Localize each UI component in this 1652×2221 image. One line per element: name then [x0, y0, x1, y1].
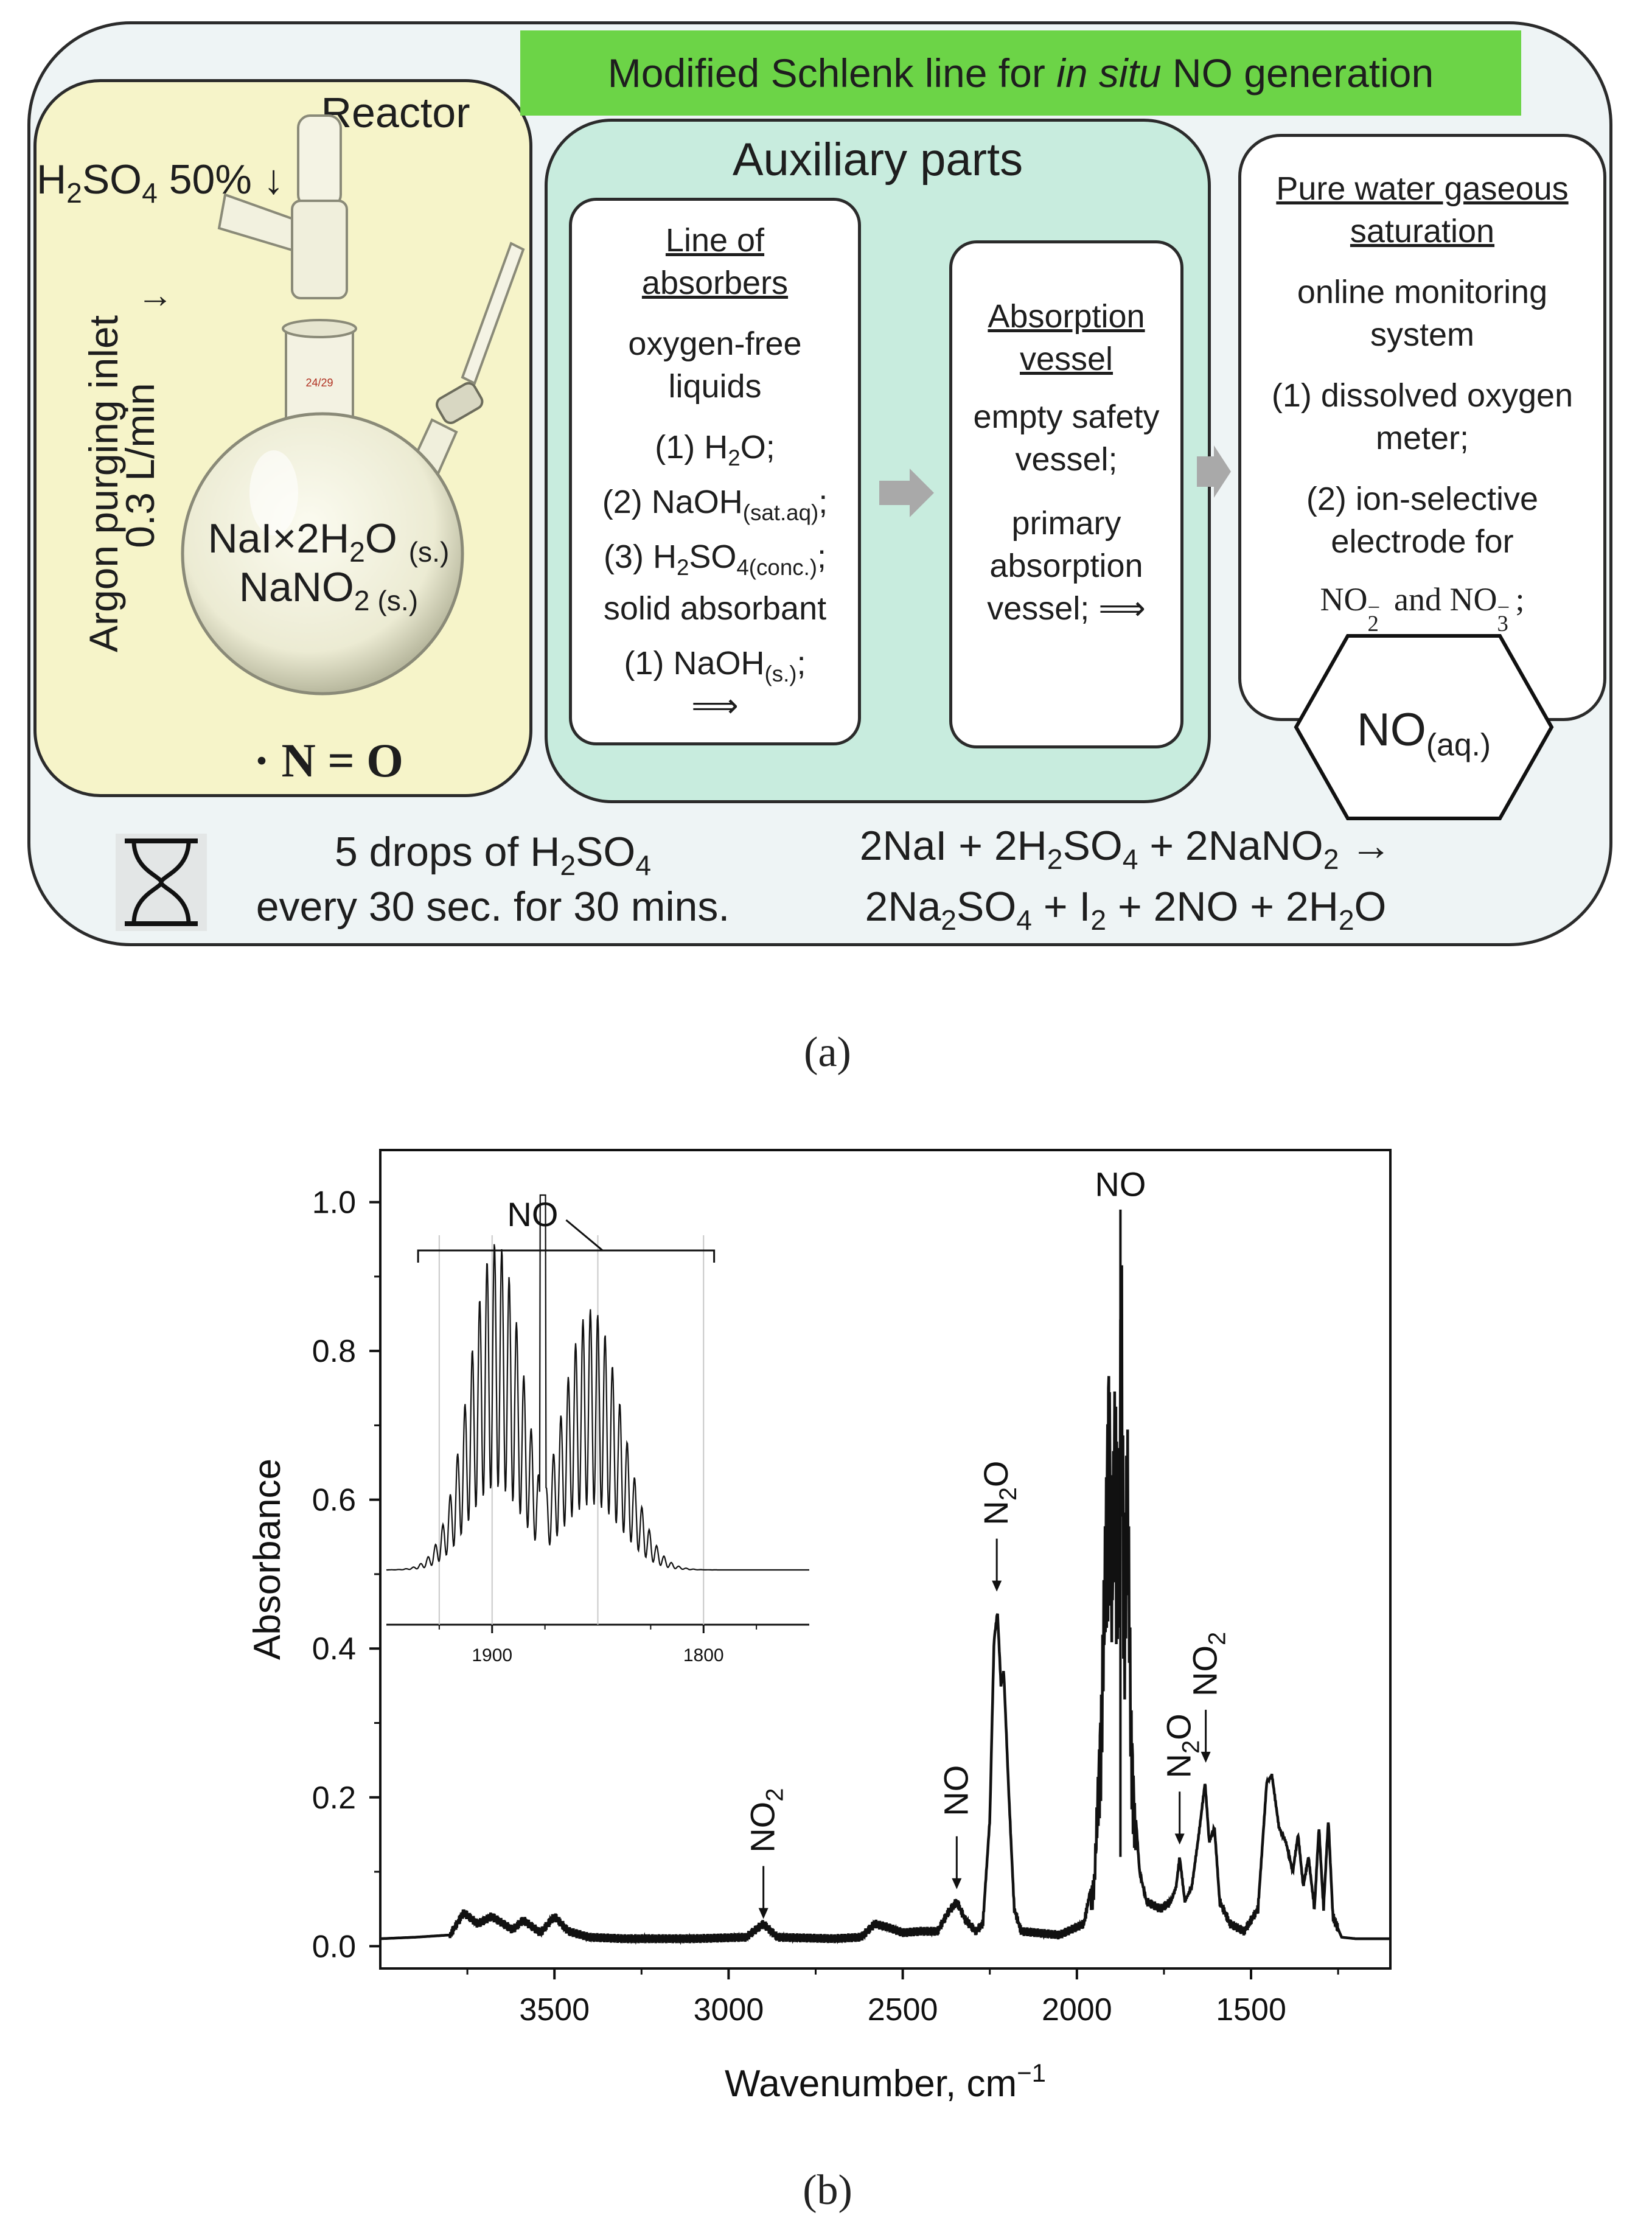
annotation-label-4-part: 2: [1178, 1740, 1205, 1754]
no-radical-label: · N = O: [254, 734, 403, 787]
annotation-arrow-1-head: [992, 1580, 1002, 1592]
annotation-no-peak: NO: [1095, 1165, 1146, 1204]
y-tick-label: 0.4: [312, 1631, 356, 1667]
auxiliary-title: Auxiliary parts: [732, 134, 1023, 186]
acid-label: H2SO4 50% ↓: [37, 156, 284, 209]
inset-bracket-label: NO: [507, 1195, 558, 1233]
absorber-naoh-solid: (1) NaOH(s.);: [624, 645, 806, 686]
vessel-line-1: empty safety: [973, 399, 1160, 435]
pure-heading-2: saturation: [1350, 213, 1495, 249]
flow-arrow-icon: [1197, 445, 1231, 498]
x-axis-label: Wavenumber, cm−1: [725, 2059, 1046, 2105]
vessel-heading-1: Absorption: [988, 298, 1145, 335]
absorbers-heading-1: Line of: [665, 222, 765, 259]
vessel-line-2: vessel;: [1015, 441, 1118, 478]
absorbers-next-arrow: ⟹: [691, 688, 739, 724]
inset-x-tick-label: 1900: [472, 1645, 512, 1665]
annotation-label-1-part: N: [977, 1501, 1015, 1525]
annotation-label-5-part: 2: [1204, 1632, 1231, 1645]
y-tick-label: 0.8: [312, 1334, 356, 1369]
y-tick-label: 0.6: [312, 1483, 356, 1518]
caption-a: (a): [804, 1029, 851, 1076]
absorbers-line-2: liquids: [668, 368, 762, 405]
annotation-label-2: NO: [936, 1765, 975, 1816]
pure-line-5: (2) ion-selective: [1306, 481, 1539, 517]
annotation-label-1: N2O: [977, 1461, 1022, 1525]
interval-label: every 30 sec. for 30 mins.: [256, 884, 730, 930]
inset-x-tick-label: 1800: [683, 1645, 724, 1665]
pure-line-6: electrode for: [1331, 523, 1514, 560]
title-banner: [520, 30, 1521, 116]
inset-bracket: [417, 1249, 716, 1263]
pure-line-4: meter;: [1375, 420, 1469, 456]
x-axis-label-exponent: −1: [1017, 2059, 1046, 2087]
vessel-heading-2: vessel: [1019, 341, 1114, 377]
flask-content-nai: NaI×2H2O (s.): [207, 515, 450, 568]
y-tick-label: 0.0: [312, 1929, 356, 1964]
annotation-arrow-2-head: [952, 1878, 962, 1889]
plot-frame: [379, 1149, 1392, 1970]
joint-size-label: 24/29: [305, 377, 333, 389]
pure-heading-1: Pure water gaseous: [1276, 170, 1569, 207]
absorbers-line-1: oxygen-free: [628, 326, 802, 362]
annotation-label-4: N2O: [1160, 1714, 1205, 1778]
annotation-label-4-part: O: [1160, 1714, 1198, 1740]
annotation-arrow-5-head: [1201, 1751, 1211, 1763]
vessel-line-3: primary: [1011, 505, 1121, 542]
pure-water-panel: [1238, 134, 1606, 721]
annotation-label-4-part: N: [1160, 1754, 1198, 1778]
flow-arrow-icon: [879, 469, 934, 517]
x-tick-label: 3500: [519, 1992, 590, 2027]
annotation-label-1-part: O: [977, 1461, 1015, 1488]
spectrum-line: [380, 1265, 1390, 1945]
annotation-label-5: NO2: [1186, 1632, 1231, 1696]
hourglass-icon: [116, 834, 207, 931]
x-tick-label: 1500: [1216, 1992, 1286, 2027]
vessel-line-4: absorption: [989, 548, 1143, 584]
solid-absorbant-label: solid absorbant: [603, 590, 827, 627]
absorption-vessel-box: [949, 240, 1183, 748]
equation-line-2: 2Na2SO4 + I2 + 2NO + 2H2O: [865, 884, 1387, 936]
absorber-h2so4: (3) H2SO4(conc.);: [603, 539, 827, 580]
inset-bracket-pointer: [565, 1219, 604, 1252]
absorber-water: (1) H2O;: [655, 429, 775, 470]
pure-line-2: system: [1370, 316, 1475, 353]
scheme-title: Modified Schlenk line for in situ NO gen…: [607, 51, 1434, 96]
annotation-arrow-4-head: [1174, 1833, 1185, 1845]
annotation-label-5-part: NO: [1186, 1645, 1224, 1696]
annotation-arrow-3-head: [758, 1908, 768, 1919]
absorbers-heading-2: absorbers: [641, 265, 789, 301]
caption-b: (b): [803, 2167, 852, 2214]
y-tick-label: 0.2: [312, 1780, 356, 1816]
reactor-title: Reactor: [321, 89, 470, 136]
x-tick-label: 2000: [1042, 1992, 1112, 2027]
no-aq-label: NO(aq.): [1356, 704, 1491, 762]
annotation-label-1-part: 2: [995, 1487, 1022, 1501]
x-tick-label: 3000: [694, 1992, 764, 2027]
x-tick-label: 2500: [868, 1992, 938, 2027]
round-bottom-flask: 24/29: [181, 114, 525, 696]
flow-rate-label: 0.3 L/min: [117, 383, 162, 548]
drops-label: 5 drops of H2SO4: [334, 829, 652, 881]
annotation-label-3-part: NO: [744, 1802, 782, 1853]
annotation-label-3: NO2: [744, 1788, 789, 1853]
inlet-arrow: →: [137, 274, 173, 315]
annotation-label-3-part: 2: [762, 1788, 789, 1802]
y-axis-label: Absorbance: [246, 1459, 288, 1660]
absorbers-box: [569, 198, 861, 745]
no-aq-hexagon: [1294, 634, 1554, 820]
equation-line-1: 2NaI + 2H2SO4 + 2NaNO2 →: [859, 823, 1392, 875]
flask-content-nano2: NaNO2 (s.): [239, 564, 419, 616]
inset-spectrum-line: [386, 1194, 809, 1571]
y-tick-label: 1.0: [312, 1185, 356, 1221]
pure-line-7: NO2− and NO3−;: [1320, 581, 1525, 635]
ftir-spectrum-chart: 3500 3000 2500 2000 1500 0.0 0.2 0.4 0.6 0.8 1.0 Wa…: [246, 1149, 1392, 2105]
vessel-line-5: vessel; ⟹: [987, 590, 1146, 627]
pure-line-1: online monitoring: [1297, 274, 1548, 310]
pure-line-3: (1) dissolved oxygen: [1271, 377, 1574, 414]
absorber-naoh-aq: (2) NaOH(sat.aq);: [602, 484, 828, 525]
